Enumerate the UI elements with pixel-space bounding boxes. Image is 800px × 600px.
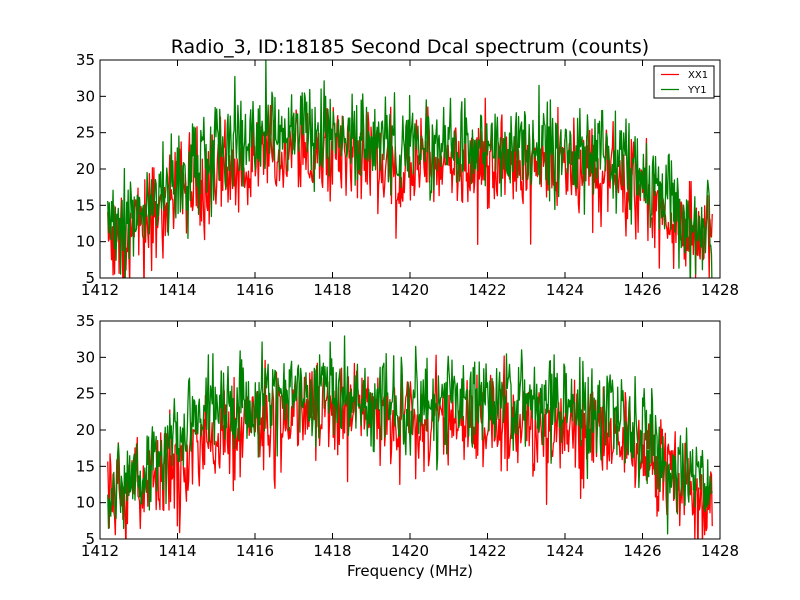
y-tick-label: 20 xyxy=(76,421,95,439)
x-tick-label: 1412 xyxy=(81,542,119,560)
y-tick-label: 10 xyxy=(76,494,95,512)
x-tick-label: 1420 xyxy=(391,542,429,560)
series-line-green xyxy=(107,335,713,535)
x-tick-label: 1424 xyxy=(546,542,584,560)
y-tick-label: 35 xyxy=(76,51,95,69)
x-tick-label: 1416 xyxy=(236,542,274,560)
chart-title: Radio_3, ID:18185 Second Dcal spectrum (… xyxy=(171,36,649,58)
y-tick-label: 20 xyxy=(76,160,95,178)
legend-label-xx1: XX1 xyxy=(688,70,708,81)
y-tick-label: 15 xyxy=(76,457,95,475)
x-tick-label: 1426 xyxy=(623,542,661,560)
x-tick-label: 1426 xyxy=(623,281,661,299)
x-tick-label: 1428 xyxy=(701,281,739,299)
y-tick-label: 10 xyxy=(76,233,95,251)
x-tick-label: 1418 xyxy=(313,542,351,560)
series-line-yy1 xyxy=(107,60,713,278)
x-tick-label: 1420 xyxy=(391,281,429,299)
x-tick-label: 1414 xyxy=(158,281,196,299)
y-tick-label: 5 xyxy=(85,530,95,548)
legend-label-yy1: YY1 xyxy=(687,85,707,96)
x-tick-label: 1416 xyxy=(236,281,274,299)
top-spectrum-panel: 1412 1414 1416 1418 1420 1422 1424 1426 1428 5 10 1… xyxy=(76,51,739,299)
legend: XX1 YY1 xyxy=(653,65,715,99)
y-tick-label: 35 xyxy=(76,312,95,330)
x-tick-label: 1412 xyxy=(81,281,119,299)
y-tick-label: 5 xyxy=(85,269,95,287)
x-tick-label: 1424 xyxy=(546,281,584,299)
y-tick-label: 15 xyxy=(76,196,95,214)
x-tick-label: 1422 xyxy=(468,281,506,299)
legend-box xyxy=(653,65,715,99)
x-tick-label: 1414 xyxy=(158,542,196,560)
x-tick-label: 1422 xyxy=(468,542,506,560)
y-tick-label: 25 xyxy=(76,385,95,403)
x-axis-label: Frequency (MHz) xyxy=(347,562,473,580)
y-tick-label: 30 xyxy=(76,348,95,366)
x-tick-label: 1428 xyxy=(701,542,739,560)
bottom-spectrum-panel: 1412 1414 1416 1418 1420 1422 1424 1426 1428 5 10 1… xyxy=(76,312,739,560)
y-tick-label: 25 xyxy=(76,124,95,142)
y-tick-label: 30 xyxy=(76,87,95,105)
x-tick-label: 1418 xyxy=(313,281,351,299)
